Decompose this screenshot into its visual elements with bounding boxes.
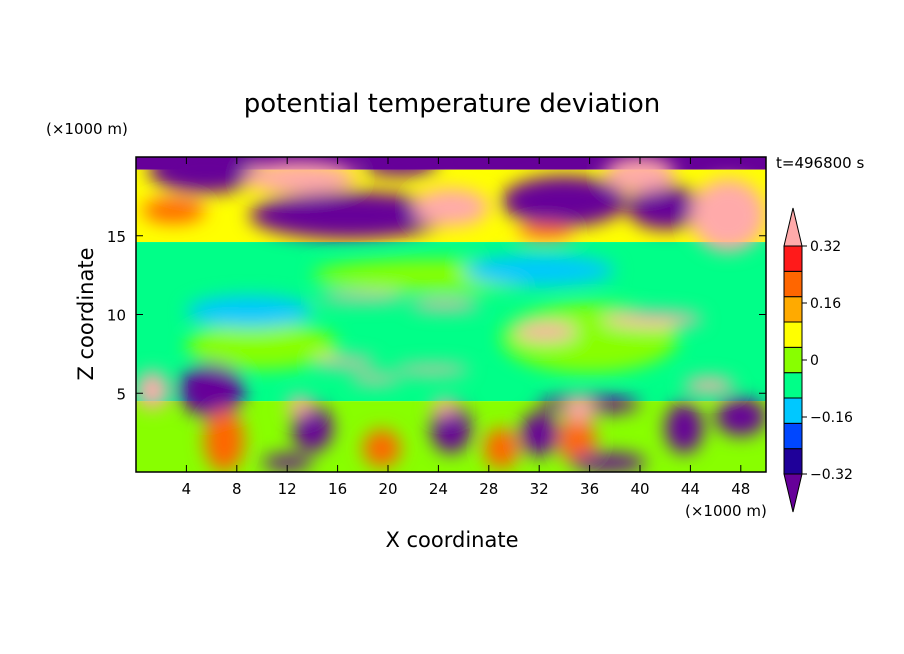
colorbar: 0.32 0.16 0 −0.16 −0.32 [783,207,853,513]
field-feature [463,254,615,287]
colorbar-box [783,397,803,424]
x-tick-label: 8 [232,480,242,498]
field-feature [409,299,480,311]
y-axis: 5 10 15 [107,228,766,403]
field-feature [243,161,357,194]
field-feature [430,402,472,454]
field-feature [690,179,766,252]
chart-title: potential temperature deviation [244,89,660,119]
field-feature [627,185,703,230]
field-feature [394,364,470,375]
field-blobs [136,157,766,472]
colorbar-box [783,422,803,450]
field-feature [204,409,245,472]
field-feature [186,295,313,328]
field-feature [318,292,407,302]
x-unit-label: (×1000 m) [685,502,767,520]
field-feature [362,157,439,176]
field-feature [249,191,451,239]
x-tick-label: 48 [731,480,750,498]
colorbar-max-triangle [783,207,803,247]
colorbar-box [783,321,803,348]
y-tick-label: 10 [107,307,126,325]
time-label: t=496800 s [776,154,864,172]
field-feature [186,322,338,370]
x-tick-label: 16 [328,480,347,498]
field-feature [570,453,647,472]
field-feature [432,399,458,416]
colorbar-box [783,346,803,374]
field-feature [501,175,628,227]
field-feature [362,429,401,468]
x-axis: 4 8 12 16 20 24 28 32 36 40 44 48 [182,157,750,498]
colorbar-label: 0 [810,353,819,369]
field-feature [262,454,313,471]
x-tick-label: 40 [630,480,649,498]
field-feature [602,311,703,328]
x-tick-label: 12 [278,480,297,498]
field-feature [684,377,735,394]
colorbar-min-triangle [783,473,803,513]
field-feature [564,396,595,422]
field-feature [520,412,559,457]
y-tick-label: 15 [107,228,126,246]
field-feature [517,223,574,239]
field-feature [665,402,703,454]
x-tick-label: 44 [681,480,700,498]
field-feature [292,404,333,452]
field-feature [148,157,262,194]
y-unit-label: (×1000 m) [46,120,128,138]
field-feature [483,427,520,469]
field-feature [287,396,313,416]
field-feature [142,197,206,224]
x-tick-label: 32 [530,480,549,498]
x-axis-label: X coordinate [385,528,518,552]
x-tick-label: 4 [182,480,192,498]
colorbar-label: 0.32 [810,239,841,255]
colorbar-box [783,296,803,323]
colorbar-label: −0.16 [810,410,853,426]
colorbar-label: 0.16 [810,296,841,312]
field-feature [136,371,169,409]
x-tick-label: 20 [378,480,397,498]
x-tick-label: 36 [580,480,599,498]
x-tick-label: 28 [479,480,498,498]
field-feature [715,397,766,436]
field-feature [558,416,596,465]
y-tick-label: 5 [116,385,126,403]
field-feature [350,374,401,384]
x-tick-label: 24 [429,480,448,498]
colorbar-box [783,270,803,298]
colorbar-box [783,448,803,475]
field-feature [178,363,245,417]
colorbar-label: −0.32 [810,467,853,483]
field-feature [312,356,376,368]
field-feature [604,157,676,192]
field-feature [514,322,577,342]
field-feature [413,188,489,227]
plot-area [136,157,766,472]
y-axis-label: Z coordinate [74,247,98,380]
colorbar-box [783,245,803,272]
colorbar-box [783,372,803,399]
